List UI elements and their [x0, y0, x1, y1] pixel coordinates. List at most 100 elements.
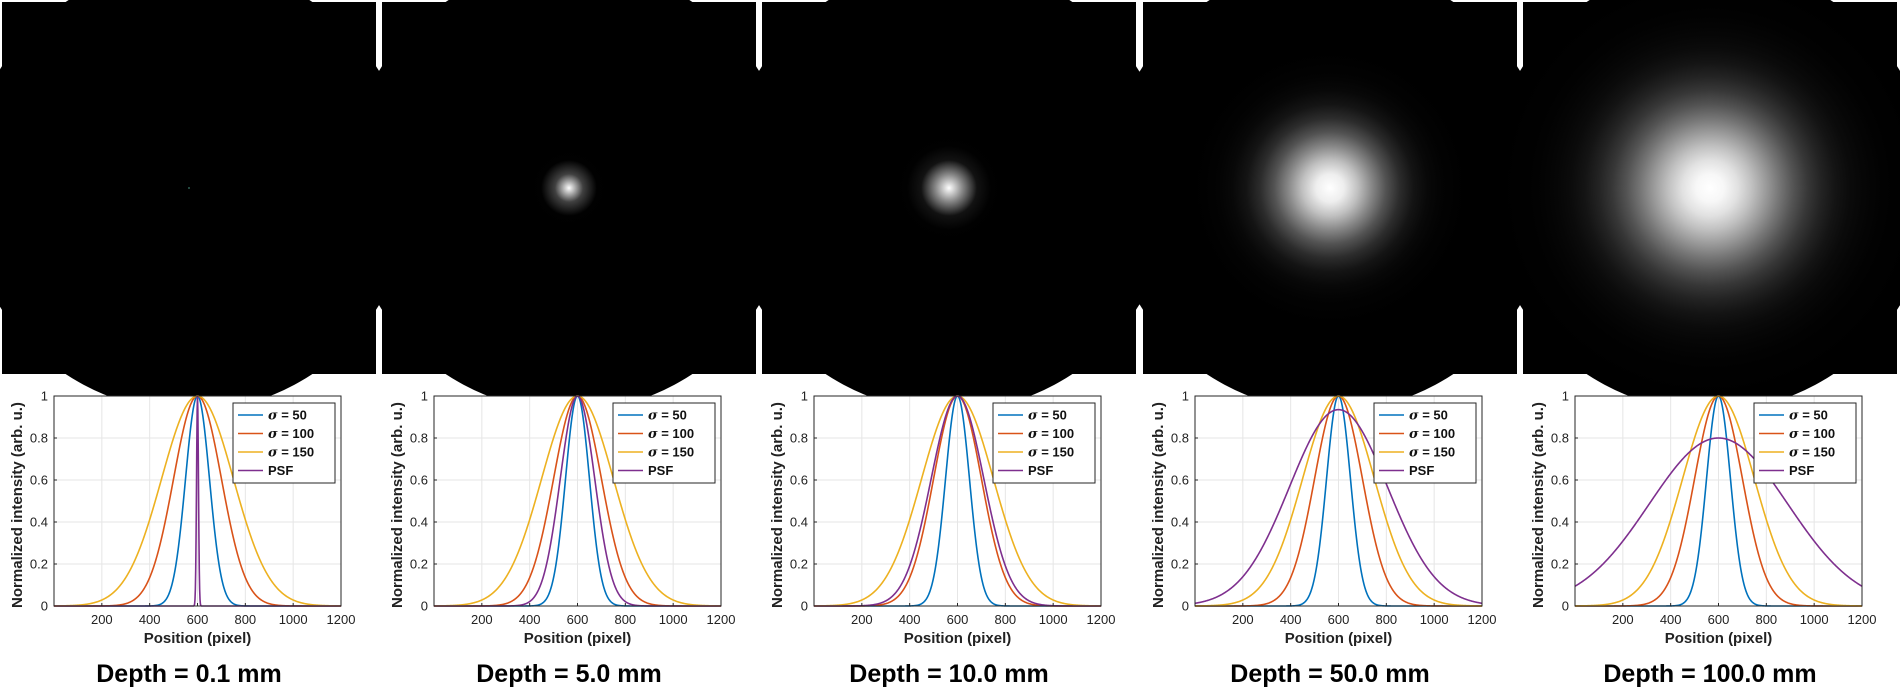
legend-label: σ = 50	[1409, 408, 1448, 424]
legend-label: PSF	[1028, 463, 1053, 478]
x-tick-label: 600	[1708, 612, 1730, 627]
sigma-symbol: σ	[1789, 427, 1799, 442]
y-axis-label: Normalized intensity (arb. u.)	[9, 402, 26, 608]
y-tick-label: 0.4	[410, 515, 428, 530]
legend-label: PSF	[1789, 463, 1814, 478]
sigma-symbol: σ	[648, 446, 658, 461]
sigma-symbol: σ	[1409, 409, 1419, 424]
x-tick-label: 400	[519, 612, 541, 627]
legend-label: σ = 150	[1789, 445, 1835, 461]
x-tick-label: 200	[1612, 612, 1634, 627]
y-tick-label: 0.6	[1171, 473, 1189, 488]
x-tick-label: 400	[899, 612, 921, 627]
y-tick-label: 1	[1562, 389, 1569, 404]
x-axis-label: Position (pixel)	[144, 630, 252, 647]
y-axis-label: Normalized intensity (arb. u.)	[389, 402, 406, 608]
y-tick-label: 0.6	[790, 473, 808, 488]
line-plot: 200 400 600 800 1000 1200 0 0.2 0.4 0.6 0.8 1 Positi…	[1530, 389, 1876, 648]
y-tick-label: 0	[41, 599, 48, 614]
legend-box	[1373, 402, 1477, 484]
x-axis-label: Position (pixel)	[1665, 630, 1773, 647]
x-tick-label: 200	[471, 612, 493, 627]
psf-image-spot	[1106, 0, 1554, 412]
sigma-symbol: σ	[268, 409, 278, 424]
psf-point-source	[188, 187, 190, 189]
y-tick-label: 0.4	[1551, 515, 1569, 530]
legend-box	[232, 402, 336, 484]
x-tick-label: 400	[1280, 612, 1302, 627]
y-tick-label: 0	[421, 599, 428, 614]
sigma-value: = 100	[278, 426, 315, 441]
x-tick-label: 400	[1660, 612, 1682, 627]
y-axis-label: Normalized intensity (arb. u.)	[1150, 402, 1167, 608]
x-tick-label: 1000	[279, 612, 308, 627]
line-plot: 200 400 600 800 1000 1200 0 0.2 0.4 0.6 0.8 1 Positi…	[1150, 389, 1496, 648]
y-tick-label: 1	[421, 389, 428, 404]
series-line-psf	[1574, 437, 1863, 587]
x-tick-label: 1200	[1468, 612, 1497, 627]
sigma-value: = 50	[658, 408, 687, 423]
x-tick-label: 200	[1232, 612, 1254, 627]
series-line-psf	[1194, 408, 1483, 605]
y-tick-label: 0.8	[410, 431, 428, 446]
legend-box	[992, 402, 1096, 484]
y-tick-label: 0.2	[30, 557, 48, 572]
x-tick-label: 1200	[1848, 612, 1877, 627]
psf-image-spot	[1486, 0, 1900, 412]
x-tick-label: 800	[994, 612, 1016, 627]
x-tick-label: 600	[187, 612, 209, 627]
legend-label: σ = 50	[1789, 408, 1828, 424]
sigma-symbol: σ	[1789, 446, 1799, 461]
x-tick-label: 1200	[707, 612, 736, 627]
legend-box	[1753, 402, 1857, 484]
y-tick-label: 0	[1562, 599, 1569, 614]
sigma-value: = 50	[278, 408, 307, 423]
y-tick-label: 0.8	[790, 431, 808, 446]
x-tick-label: 1200	[1087, 612, 1116, 627]
x-tick-label: 1000	[1420, 612, 1449, 627]
legend-label: σ = 150	[1028, 445, 1074, 461]
sigma-symbol: σ	[1028, 427, 1038, 442]
legend-label: σ = 150	[268, 445, 314, 461]
sigma-symbol: σ	[648, 409, 658, 424]
x-tick-label: 800	[1755, 612, 1777, 627]
legend-label: PSF	[1409, 463, 1434, 478]
sigma-value: = 100	[658, 426, 695, 441]
y-axis-label: Normalized intensity (arb. u.)	[1530, 402, 1547, 608]
depth-caption: Depth = 100.0 mm	[1603, 660, 1816, 688]
y-tick-label: 0.4	[1171, 515, 1189, 530]
y-tick-label: 1	[1182, 389, 1189, 404]
y-tick-label: 0.4	[30, 515, 48, 530]
sigma-symbol: σ	[648, 427, 658, 442]
sigma-value: = 100	[1038, 426, 1075, 441]
sigma-value: = 50	[1038, 408, 1067, 423]
panel-2: 200 400 600 800 1000 1200 0 0.2 0.4 0.6 0.8 1 Positi…	[345, 0, 793, 688]
line-plot: 200 400 600 800 1000 1200 0 0.2 0.4 0.6 0.8 1 Positi…	[769, 389, 1115, 648]
sigma-symbol: σ	[1409, 446, 1419, 461]
x-axis-label: Position (pixel)	[904, 630, 1012, 647]
legend-box	[612, 402, 716, 484]
y-tick-label: 0	[801, 599, 808, 614]
x-tick-label: 800	[234, 612, 256, 627]
x-tick-label: 1000	[1039, 612, 1068, 627]
legend-label: σ = 150	[1409, 445, 1455, 461]
psf-image	[725, 0, 1173, 412]
sigma-symbol: σ	[268, 446, 278, 461]
legend-label: σ = 100	[268, 426, 314, 442]
legend-label: σ = 100	[648, 426, 694, 442]
legend-label: PSF	[648, 463, 673, 478]
depth-caption: Depth = 0.1 mm	[96, 660, 281, 688]
sigma-symbol: σ	[268, 427, 278, 442]
legend-label: σ = 100	[1028, 426, 1074, 442]
sigma-value: = 100	[1419, 426, 1456, 441]
panel-3: 200 400 600 800 1000 1200 0 0.2 0.4 0.6 0.8 1 Positi…	[725, 0, 1173, 688]
y-tick-label: 0.8	[1551, 431, 1569, 446]
y-tick-label: 0.4	[790, 515, 808, 530]
sigma-value: = 150	[1038, 445, 1075, 460]
sigma-value: = 100	[1799, 426, 1836, 441]
y-tick-label: 0.2	[1551, 557, 1569, 572]
sigma-symbol: σ	[1789, 409, 1799, 424]
